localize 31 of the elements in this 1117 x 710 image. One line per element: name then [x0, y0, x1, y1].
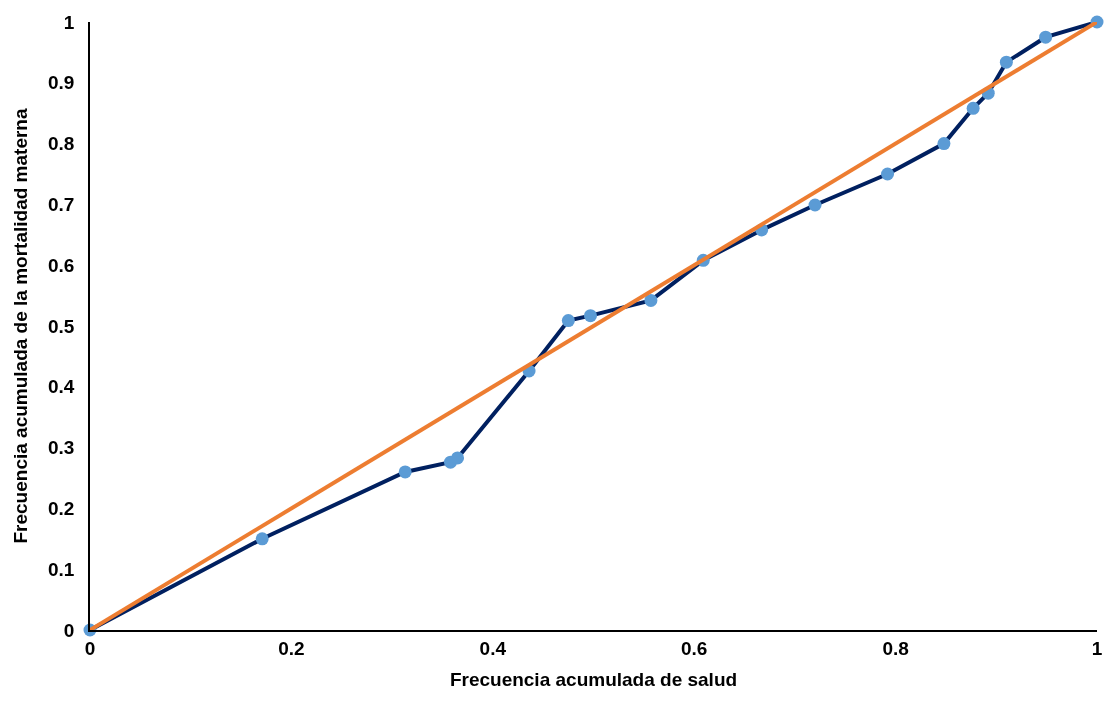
point [644, 293, 658, 307]
y-tick-label: 1 [63, 11, 75, 33]
point [966, 101, 980, 115]
y-axis-title: Frecuencia acumulada de la mortalidad materna [10, 108, 32, 544]
y-tick-label: 0.5 [48, 315, 75, 337]
x-tick-label: 0.2 [278, 637, 305, 659]
point [881, 167, 895, 181]
point [1039, 30, 1053, 44]
x-tick-label: 0.6 [680, 637, 708, 659]
y-tick-label: 0.9 [48, 72, 75, 94]
y-tick-label: 0.7 [48, 194, 75, 216]
x-axis-title: Frecuencia acumulada de salud [449, 668, 738, 690]
point [999, 55, 1013, 69]
point [255, 532, 269, 546]
y-tick-label: 0.1 [48, 558, 75, 580]
y-tick-label: 0.8 [48, 133, 75, 155]
x-tick-label: 0.8 [882, 637, 909, 659]
y-tick-label: 0.6 [48, 254, 75, 276]
y-tick-label: 0.3 [48, 437, 75, 459]
x-tick-label: 1 [1091, 637, 1103, 659]
point [561, 314, 575, 328]
y-tick-label: 0.4 [48, 376, 75, 398]
x-tick-label: 0.4 [479, 637, 507, 659]
point [398, 465, 412, 479]
point [583, 309, 597, 323]
point [808, 198, 822, 212]
point [937, 137, 951, 151]
x-tick-label: 0 [84, 637, 96, 659]
y-tick-label: 0.2 [48, 498, 75, 520]
y-tick-label: 0 [63, 619, 75, 641]
point [451, 451, 465, 465]
